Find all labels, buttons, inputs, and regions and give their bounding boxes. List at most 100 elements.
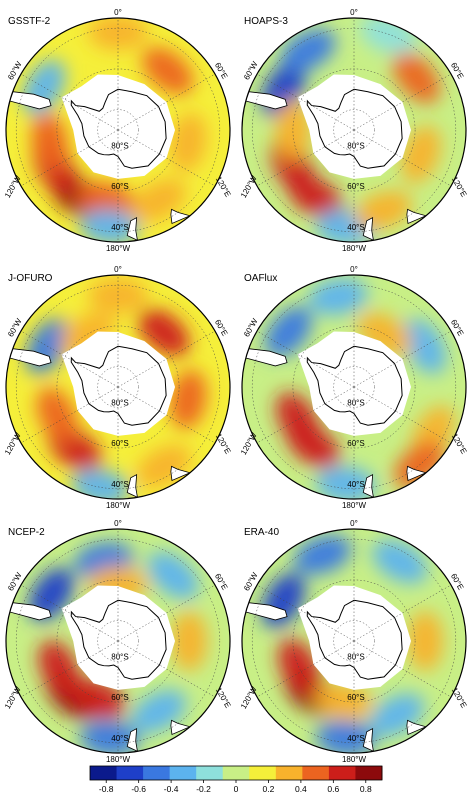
colorbar-tick-label: 0.4 bbox=[295, 784, 307, 794]
latitude-circle bbox=[97, 366, 139, 408]
tasmania-landmass bbox=[406, 465, 428, 482]
colorbar-swatch bbox=[116, 766, 144, 780]
lat-label-60s: 60°S bbox=[111, 693, 128, 702]
colorbar-swatch bbox=[90, 766, 118, 780]
anomaly-patch bbox=[31, 112, 69, 172]
meridian-line bbox=[256, 640, 355, 698]
meridian-line bbox=[353, 129, 452, 187]
anomaly-patch bbox=[274, 100, 311, 160]
colorbar-tick-label: -0.6 bbox=[131, 784, 146, 794]
panel-title: GSSTF-2 bbox=[8, 16, 51, 27]
meridian-line bbox=[256, 73, 355, 131]
lon-label-180w: 180°W bbox=[106, 755, 131, 764]
colorbar-swatch bbox=[275, 766, 303, 780]
lon-label-0: 0° bbox=[114, 519, 122, 528]
lon-label-120e: 120°E bbox=[450, 686, 469, 709]
lat-label-40s: 40°S bbox=[111, 734, 128, 743]
lat-label-80s: 80°S bbox=[111, 141, 128, 150]
anomaly-patch bbox=[264, 306, 313, 358]
colorbar-tick-label: 0.2 bbox=[263, 784, 275, 794]
graticule bbox=[15, 275, 221, 499]
meridian-line bbox=[353, 584, 452, 642]
map-border bbox=[241, 17, 467, 243]
latitude-circle bbox=[333, 620, 375, 662]
lon-label-120w: 120°W bbox=[3, 174, 23, 200]
lon-label-180w: 180°W bbox=[106, 244, 131, 253]
tasmania-landmass bbox=[406, 208, 428, 225]
meridian-line bbox=[20, 584, 119, 642]
antarctica-coastline bbox=[306, 345, 403, 426]
lat-label-80s: 80°S bbox=[347, 141, 364, 150]
lat-label-80s: 80°S bbox=[111, 398, 128, 407]
latitude-circle bbox=[333, 109, 375, 151]
lon-label-0: 0° bbox=[350, 8, 358, 17]
data-field bbox=[6, 529, 230, 753]
meridian-line bbox=[117, 640, 216, 698]
lat-label-60s: 60°S bbox=[111, 439, 128, 448]
meridian-line bbox=[20, 129, 119, 187]
anomaly-patch bbox=[68, 678, 126, 719]
colorbar-tick-label: -0.8 bbox=[99, 784, 114, 794]
lat-label-40s: 40°S bbox=[111, 223, 128, 232]
new-zealand-landmass bbox=[362, 473, 374, 498]
panel-title: NCEP-2 bbox=[8, 527, 45, 538]
anomaly-patch bbox=[407, 611, 444, 671]
colorbar-swatch bbox=[196, 766, 224, 780]
meridian-line bbox=[353, 640, 452, 698]
lon-label-120e: 120°E bbox=[450, 175, 469, 198]
graticule bbox=[15, 18, 221, 242]
data-field bbox=[242, 275, 466, 499]
antarctica-coastline bbox=[70, 88, 167, 169]
colorbar-tick-label: 0 bbox=[234, 784, 239, 794]
map-border bbox=[241, 274, 467, 500]
tasmania-landmass bbox=[170, 208, 192, 225]
colorbar-swatch bbox=[249, 766, 277, 780]
anomaly-patch bbox=[169, 112, 207, 173]
colorbar-swatch bbox=[169, 766, 197, 780]
new-zealand-landmass bbox=[126, 216, 138, 241]
colorbar-swatch bbox=[222, 766, 250, 780]
antarctica-coastline bbox=[70, 345, 167, 426]
latitude-circle bbox=[56, 579, 180, 703]
anomaly-patch bbox=[401, 125, 441, 184]
latitude-circle bbox=[251, 284, 457, 490]
anomaly-patch bbox=[308, 278, 368, 316]
lon-label-0: 0° bbox=[114, 8, 122, 17]
lon-label-120w: 120°W bbox=[3, 431, 23, 457]
lat-label-80s: 80°S bbox=[347, 398, 364, 407]
antarctica-coastline bbox=[306, 599, 403, 680]
meridian-line bbox=[20, 73, 119, 131]
lon-label-120e: 120°E bbox=[214, 432, 233, 455]
lon-label-120e: 120°E bbox=[214, 175, 233, 198]
lon-label-180w: 180°W bbox=[106, 501, 131, 510]
anomaly-patch bbox=[275, 392, 320, 448]
tasmania-landmass bbox=[170, 719, 192, 736]
colorbar-tick-label: 0.8 bbox=[360, 784, 372, 794]
meridian-line bbox=[20, 386, 119, 444]
latitude-circle bbox=[97, 620, 139, 662]
anomaly-patch bbox=[36, 387, 78, 444]
meridian-line bbox=[20, 330, 119, 388]
anomaly-patch bbox=[315, 720, 376, 753]
tasmania-landmass bbox=[406, 719, 428, 736]
colorbar-swatch bbox=[302, 766, 330, 780]
data-field bbox=[6, 18, 230, 242]
latitude-circle bbox=[292, 325, 416, 449]
graticule bbox=[15, 529, 221, 753]
latitude-circle bbox=[15, 27, 221, 233]
graticule bbox=[251, 529, 457, 753]
map-border bbox=[241, 528, 467, 754]
anomaly-patch bbox=[171, 611, 208, 671]
anomaly-patch bbox=[142, 47, 194, 95]
lon-label-180w: 180°W bbox=[342, 755, 367, 764]
lon-label-120e: 120°E bbox=[214, 686, 233, 709]
lat-label-60s: 60°S bbox=[347, 693, 364, 702]
lon-label-0: 0° bbox=[350, 519, 358, 528]
meridian-line bbox=[353, 73, 452, 131]
panel-title: J-OFURO bbox=[8, 273, 53, 284]
